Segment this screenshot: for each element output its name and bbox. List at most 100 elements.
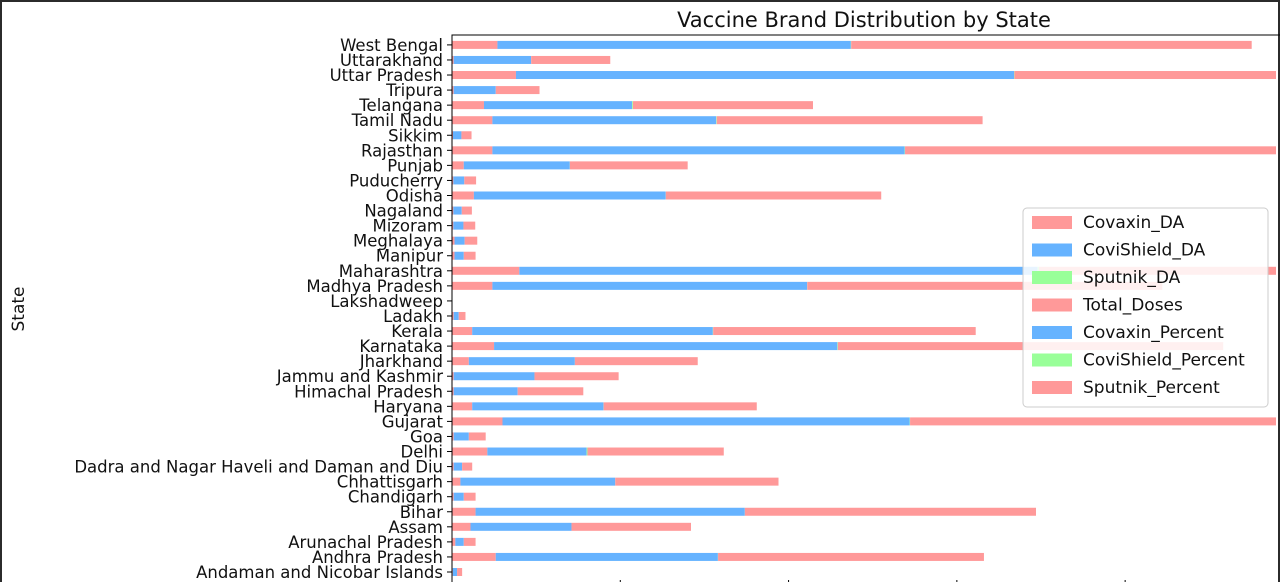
legend-swatch bbox=[1032, 243, 1072, 257]
legend-swatch bbox=[1032, 271, 1072, 284]
bar-segment-covaxin-da bbox=[452, 402, 473, 411]
bar-segment-total-doses bbox=[807, 281, 1163, 290]
y-tick-label: Tamil Nadu bbox=[351, 111, 443, 130]
bar-segment-covaxin-da bbox=[452, 327, 473, 336]
y-tick-label: Lakshadweep bbox=[330, 292, 443, 311]
bar-segment-covaxin-da bbox=[452, 161, 464, 170]
bar-segment-covaxin-da bbox=[452, 281, 493, 290]
bar-segment-total-doses bbox=[463, 537, 476, 546]
y-tick-label: Nagaland bbox=[364, 202, 443, 221]
bar-segment-covishield-da bbox=[492, 116, 717, 125]
bar-segment-covaxin-da bbox=[452, 251, 455, 260]
legend-box bbox=[1022, 207, 1269, 408]
bar-segment-covishield-da bbox=[453, 372, 535, 381]
bar-segment-covaxin-da bbox=[452, 191, 474, 200]
bar-segment-covaxin-da bbox=[452, 101, 484, 110]
bar-segment-covishield-da bbox=[487, 447, 587, 456]
bar-segment-total-doses bbox=[587, 447, 724, 456]
bar-segment-total-doses bbox=[603, 402, 757, 411]
bar-segment-covishield-da bbox=[455, 537, 464, 546]
bar-segment-covishield-da bbox=[453, 462, 463, 471]
y-tick-label: Goa bbox=[410, 427, 443, 446]
bar-segment-covishield-da bbox=[453, 492, 464, 501]
legend-label: Covaxin_Percent bbox=[1083, 323, 1224, 343]
bar-segment-covaxin-da bbox=[452, 357, 469, 366]
y-tick-label: Chhattisgarh bbox=[337, 473, 443, 492]
bar-segment-covishield-da bbox=[495, 552, 718, 561]
bar-segment-covishield-da bbox=[453, 176, 465, 185]
bar-segment-covishield-da bbox=[473, 191, 666, 200]
legend-label: CoviShield_DA bbox=[1083, 241, 1206, 261]
bar-segment-covaxin-da bbox=[452, 507, 476, 516]
y-tick-label: Uttarakhand bbox=[340, 51, 443, 70]
y-tick-label: Madhya Pradesh bbox=[306, 277, 443, 296]
bar-segment-total-doses bbox=[571, 522, 691, 531]
y-tick-label: Bihar bbox=[400, 503, 443, 522]
bar-segment-covaxin-da bbox=[452, 552, 496, 561]
bar-segment-total-doses bbox=[574, 357, 698, 366]
bar-segment-total-doses bbox=[744, 507, 1036, 516]
bar-segment-covishield-da bbox=[454, 236, 465, 245]
y-tick-label: Kerala bbox=[391, 322, 443, 341]
bar-segment-covishield-da bbox=[453, 221, 464, 230]
bar-segment-total-doses bbox=[534, 372, 619, 381]
bar-segment-covishield-da bbox=[453, 387, 518, 396]
bar-segment-covishield-da bbox=[519, 266, 1038, 275]
bar-segment-covishield-da bbox=[453, 131, 462, 140]
bar-segment-covaxin-da bbox=[452, 492, 454, 501]
bar-segment-total-doses bbox=[910, 417, 1276, 426]
bar-segment-covaxin-da bbox=[452, 537, 456, 546]
bar-segment-covaxin-da bbox=[452, 432, 454, 441]
bar-segment-total-doses bbox=[632, 101, 813, 110]
legend: Covaxin_DA CoviShield_DA Sputnik_DA Total_D… bbox=[1022, 207, 1269, 408]
bar-segment-total-doses bbox=[462, 462, 473, 471]
y-tick-label: Punjab bbox=[387, 156, 443, 175]
y-tick-label: Tripura bbox=[385, 81, 443, 100]
bar-segment-covaxin-da bbox=[452, 342, 495, 351]
y-axis-label: State bbox=[9, 287, 29, 332]
bar-segment-total-doses bbox=[463, 221, 476, 230]
bars-group bbox=[452, 40, 1276, 576]
y-tick-label: Himachal Pradesh bbox=[294, 382, 443, 401]
y-tick-label: Assam bbox=[388, 518, 443, 537]
bar-segment-total-doses bbox=[716, 116, 983, 125]
y-tick-label: Chandigarh bbox=[348, 488, 443, 507]
bar-segment-covishield-da bbox=[492, 281, 808, 290]
y-tick-label: Jammu and Kashmir bbox=[276, 367, 443, 386]
bar-segment-covishield-da bbox=[483, 101, 633, 110]
bar-segment-covishield-da bbox=[472, 402, 604, 411]
bar-segment-covaxin-da bbox=[452, 206, 454, 215]
bar-segment-covishield-da bbox=[454, 251, 464, 260]
legend-swatch bbox=[1032, 381, 1072, 394]
bar-segment-total-doses bbox=[665, 191, 882, 200]
y-tick-label: Delhi bbox=[401, 443, 443, 462]
bar-segment-covishield-da bbox=[463, 161, 570, 170]
bar-segment-covaxin-da bbox=[452, 266, 520, 275]
bar-segment-covishield-da bbox=[452, 568, 458, 576]
legend-label: Sputnik_DA bbox=[1083, 268, 1181, 288]
bar-segment-covaxin-da bbox=[452, 146, 493, 155]
legend-label: CoviShield_Percent bbox=[1083, 351, 1245, 371]
bar-segment-total-doses bbox=[457, 568, 463, 576]
bar-segment-covaxin-da bbox=[452, 131, 454, 140]
legend-swatch bbox=[1032, 216, 1072, 229]
bar-segment-covishield-da bbox=[453, 206, 462, 215]
bar-segment-covishield-da bbox=[453, 432, 469, 441]
bar-segment-total-doses bbox=[1014, 71, 1276, 80]
bar-segment-total-doses bbox=[569, 161, 688, 170]
bar-segment-covishield-da bbox=[472, 327, 713, 336]
bar-segment-covaxin-da bbox=[452, 311, 454, 320]
y-tick-label: Haryana bbox=[373, 397, 443, 416]
bar-segment-covaxin-da bbox=[452, 236, 455, 245]
y-tick-label: Andaman and Nicobar Islands bbox=[196, 563, 443, 582]
bar-segment-covaxin-da bbox=[452, 417, 503, 426]
bar-segment-total-doses bbox=[458, 311, 466, 320]
plot-area-border bbox=[451, 34, 1280, 582]
bar-segment-total-doses bbox=[461, 131, 472, 140]
y-tick-label: Telangana bbox=[358, 96, 443, 115]
y-tick-label: Maharashtra bbox=[339, 262, 443, 281]
bar-segment-covishield-da bbox=[460, 477, 616, 486]
legend-label: Total_Doses bbox=[1082, 296, 1183, 316]
axes-group bbox=[447, 34, 1280, 582]
